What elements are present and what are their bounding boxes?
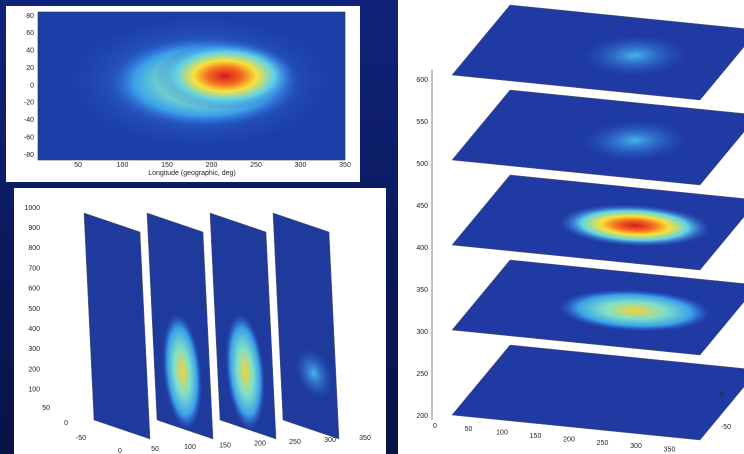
map-x-tick-label: 300 — [295, 162, 307, 169]
slices-z-tick-label: 600 — [28, 286, 40, 293]
slices-z-tick-label: 900 — [28, 225, 40, 232]
slice-plane — [273, 213, 339, 439]
slice — [147, 213, 213, 439]
slices-x-tick-label: 0 — [118, 448, 122, 454]
slide: Longitude (geographic, deg) 806040200-20… — [0, 0, 744, 454]
slices-x-tick-label: 150 — [219, 442, 231, 449]
slices-z-tick-label: 200 — [28, 366, 40, 373]
slices-depth-tick-label: 0 — [64, 420, 68, 427]
slices-z-tick-label: 400 — [28, 326, 40, 333]
layers-x-tick-label: 150 — [530, 433, 542, 440]
slices-z-tick-label: 100 — [28, 387, 40, 394]
slices-depth-tick-label: -50 — [76, 435, 86, 442]
layers-z-tick-label: 500 — [416, 161, 428, 168]
layers-depth-tick-label: 0 — [720, 392, 724, 399]
slice — [210, 213, 276, 439]
layers-x-tick-label: 100 — [496, 430, 508, 437]
map-y-tick-label: -80 — [24, 152, 34, 159]
layer-stack — [452, 5, 744, 440]
map-x-tick-label: 200 — [206, 162, 218, 169]
slices-z-tick-label: 1000 — [24, 205, 40, 212]
layers-x-tick-label: 350 — [664, 447, 676, 454]
map-y-tick-label: -20 — [24, 100, 34, 107]
slice-plane — [84, 213, 150, 439]
slices-z-tick-label: 800 — [28, 245, 40, 252]
map-plot — [38, 12, 345, 160]
map-x-tick-label: 100 — [117, 162, 129, 169]
slice — [84, 213, 150, 439]
layers-x-tick-label: 0 — [433, 423, 437, 430]
slices-z-tick-label: 300 — [28, 346, 40, 353]
layers-x-tick-label: 50 — [465, 426, 473, 433]
slices-x-tick-label: 300 — [324, 437, 336, 444]
map-x-tick-label: 350 — [339, 162, 351, 169]
layers-z-tick-label: 250 — [416, 371, 428, 378]
map-x-tick-label: 250 — [250, 162, 262, 169]
layers-z-tick-label: 550 — [416, 119, 428, 126]
map-y-tick-label: 20 — [26, 65, 34, 72]
layers-z-tick-label: 400 — [416, 245, 428, 252]
slices-z-tick-label: 500 — [28, 306, 40, 313]
layers-z-tick-label: 200 — [416, 413, 428, 420]
map-x-label: Longitude (geographic, deg) — [148, 170, 236, 177]
slices-x-tick-label: 100 — [184, 444, 196, 451]
layers-z-tick-label: 350 — [416, 287, 428, 294]
map-y-tick-label: 0 — [30, 82, 34, 89]
map-y-tick-label: 40 — [26, 48, 34, 55]
map-y-tick-label: -60 — [24, 134, 34, 141]
slices-x-tick-label: 250 — [289, 439, 301, 446]
layers-z-tick-label: 300 — [416, 329, 428, 336]
slice — [273, 213, 339, 439]
map-x-tick-label: 50 — [74, 162, 82, 169]
layers-x-tick-label: 250 — [597, 440, 609, 447]
map-y-tick-label: 80 — [26, 13, 34, 20]
layers-depth-tick-label: -50 — [721, 424, 731, 431]
slices-x-tick-label: 350 — [359, 435, 371, 442]
slices-x-tick-label: 50 — [151, 446, 159, 453]
map-x-tick-label: 150 — [161, 162, 173, 169]
slices-depth-tick-label: 50 — [42, 405, 50, 412]
layers-z-tick-label: 600 — [416, 77, 428, 84]
layers-x-tick-label: 300 — [630, 443, 642, 450]
layers-x-tick-label: 200 — [563, 436, 575, 443]
map-y-tick-label: -40 — [24, 117, 34, 124]
map-y-tick-label: 60 — [26, 30, 34, 37]
slices-x-tick-label: 200 — [254, 441, 266, 448]
layers-z-tick-label: 450 — [416, 203, 428, 210]
slices-z-tick-label: 700 — [28, 265, 40, 272]
